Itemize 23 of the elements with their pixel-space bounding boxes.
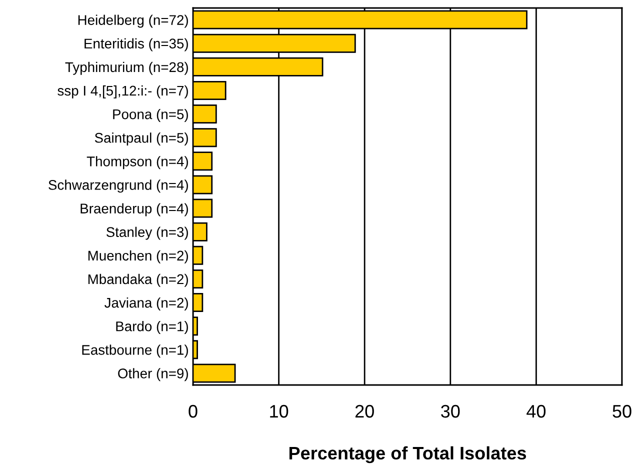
y-tick-label: Typhimurium (n=28) <box>65 62 188 75</box>
y-tick-label: Enteritidis (n=35) <box>84 38 188 52</box>
y-tick-label: Poona (n=5) <box>113 109 188 122</box>
y-tick-label: Stanley (n=3) <box>106 226 188 240</box>
y-tick-label: Javiana (n=2) <box>104 298 188 310</box>
x-tick-label: 10 <box>270 404 288 418</box>
x-tick-label: 50 <box>612 404 632 418</box>
y-tick-label: Bardo (n=1) <box>116 321 188 334</box>
y-tick-label: Eastbourne (n=1) <box>82 344 188 358</box>
y-tick-label: Mbandaka (n=2) <box>88 274 188 287</box>
x-tick-label: 40 <box>526 404 546 418</box>
y-tick-label: ssp I 4,[5],12:i:- (n=7) <box>58 85 188 98</box>
x-axis-title: Percentage of Total Isolates <box>289 446 526 464</box>
y-tick-label: Braenderup (n=4) <box>80 203 188 216</box>
x-tick-label: 20 <box>355 404 374 418</box>
y-tick-label: Other (n=9) <box>118 368 188 382</box>
x-tick-label: 30 <box>441 404 460 418</box>
y-tick-label: Heidelberg (n=72) <box>78 14 188 28</box>
y-tick-label: Thompson (n=4) <box>86 156 188 170</box>
y-tick-label: Saintpaul (n=5) <box>94 132 188 146</box>
x-tick-label: 0 <box>188 404 198 418</box>
y-tick-label: Schwarzengrund (n=4) <box>48 180 188 193</box>
y-tick-label: Muenchen (n=2) <box>88 250 188 264</box>
